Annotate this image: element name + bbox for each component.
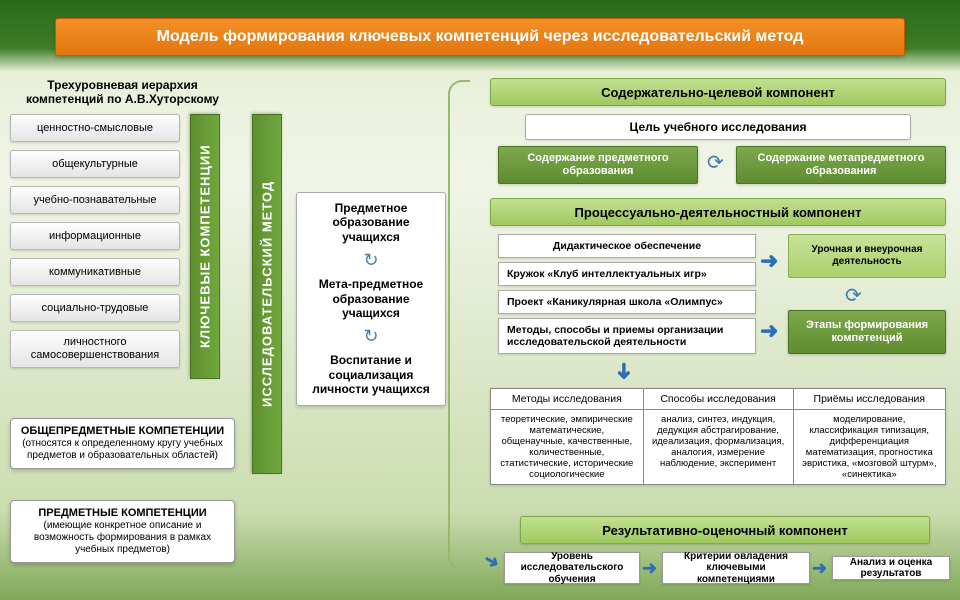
td: моделирование, классификация типизация, … — [793, 410, 945, 485]
vbar-research-method: ИССЛЕДОВАТЕЛЬСКИЙ МЕТОД — [252, 114, 282, 474]
th: Способы исследования — [643, 389, 793, 410]
cycle-icon: ↻ — [363, 326, 378, 347]
arrow-right-icon: ➜ — [760, 248, 778, 274]
cycle-icon: ⟳ — [845, 283, 862, 308]
bottom-box-2: Критерии овладения ключевыми компетенция… — [662, 552, 810, 584]
comp-item: информационные — [10, 222, 180, 250]
methods-row: Методы, способы и приемы организации исс… — [498, 318, 756, 354]
box-sub: (имеющие конкретное описание и возможнос… — [34, 520, 211, 555]
center-item: Мета-предметное образование учащихся — [303, 277, 439, 320]
center-item: Воспитание и социализация личности учащи… — [303, 353, 439, 396]
arrow-icon: ➜ — [812, 558, 827, 579]
td: анализ, синтез, индукция, дедукция абстр… — [643, 410, 793, 485]
component-3-header: Результативно-оценочный компонент — [520, 516, 930, 544]
project-row: Проект «Каникулярная школа «Олимпус» — [498, 290, 756, 314]
content-meta: Содержание метапредметного образования — [736, 146, 946, 184]
hierarchy-label: Трехуровневая иерархия компетенций по А.… — [10, 78, 235, 106]
box-title: ОБЩЕПРЕДМЕТНЫЕ КОМПЕТЕНЦИИ — [21, 425, 224, 437]
bottom-box-3: Анализ и оценка результатов — [832, 556, 950, 580]
main-title: Модель формирования ключевых компетенций… — [55, 18, 905, 56]
th: Приёмы исследования — [793, 389, 945, 410]
cycle-icon: ⟳ — [707, 150, 724, 175]
comp-item: общекультурные — [10, 150, 180, 178]
cycle-icon: ↻ — [363, 250, 378, 271]
arrow-icon: ➜ — [642, 558, 657, 579]
box-sub: (относятся к определенному кругу учебных… — [22, 438, 223, 461]
center-item: Предметное образование учащихся — [303, 201, 439, 244]
arrow-down-icon: ➜ — [611, 362, 637, 380]
club-row: Кружок «Клуб интеллектуальных игр» — [498, 262, 756, 286]
comp-item: учебно-познавательные — [10, 186, 180, 214]
center-education-column: Предметное образование учащихся ↻ Мета-п… — [296, 192, 446, 406]
arrow-right-icon: ➜ — [760, 318, 778, 344]
content-subject: Содержание предметного образования — [498, 146, 698, 184]
comp-item: личностного самосовершенствования — [10, 330, 180, 368]
stages-box: Этапы формирования компетенций — [788, 310, 946, 354]
goal-header: Цель учебного исследования — [525, 114, 911, 140]
comp-item: социально-трудовые — [10, 294, 180, 322]
research-table: Методы исследования Способы исследования… — [490, 388, 946, 485]
didactic-row: Дидактическое обеспечение — [498, 234, 756, 258]
bottom-box-1: Уровень исследовательского обучения — [504, 552, 640, 584]
bracket — [448, 80, 470, 570]
competency-list: ценностно-смысловые общекультурные учебн… — [10, 114, 180, 368]
th: Методы исследования — [491, 389, 644, 410]
meta-competency-box: ОБЩЕПРЕДМЕТНЫЕ КОМПЕТЕНЦИИ (относятся к … — [10, 418, 235, 469]
component-1-header: Содержательно-целевой компонент — [490, 78, 946, 106]
component-2-header: Процессуально-деятельностный компонент — [490, 198, 946, 226]
vbar-key-competencies: КЛЮЧЕВЫЕ КОМПЕТЕНЦИИ — [190, 114, 220, 379]
comp-item: ценностно-смысловые — [10, 114, 180, 142]
td: теоретические, эмпирические математическ… — [491, 410, 644, 485]
box-title: ПРЕДМЕТНЫЕ КОМПЕТЕНЦИИ — [38, 507, 206, 519]
comp-item: коммуникативные — [10, 258, 180, 286]
lesson-activity: Урочная и внеурочная деятельность — [788, 234, 946, 278]
subject-competency-box: ПРЕДМЕТНЫЕ КОМПЕТЕНЦИИ (имеющие конкретн… — [10, 500, 235, 563]
